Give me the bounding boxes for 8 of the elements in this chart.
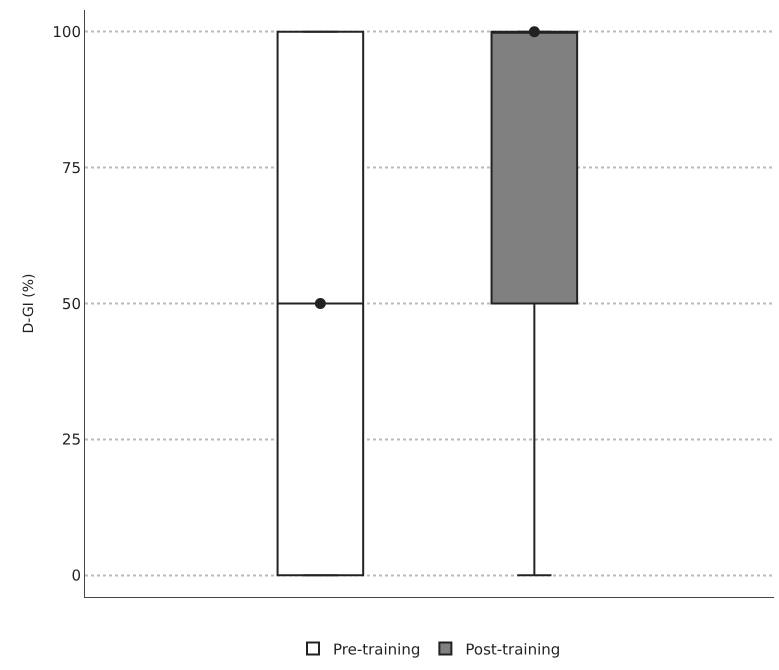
y-tick-label: 75 <box>62 158 81 177</box>
y-axis-title: D-GI (%) <box>20 274 37 334</box>
legend-label: Post-training <box>465 640 560 658</box>
y-tick-label: 0 <box>71 566 81 585</box>
y-tick-label: 50 <box>62 294 81 313</box>
y-tick-label: 25 <box>62 430 81 449</box>
y-tick-label: 100 <box>52 22 81 41</box>
legend-label: Pre-training <box>333 640 420 658</box>
